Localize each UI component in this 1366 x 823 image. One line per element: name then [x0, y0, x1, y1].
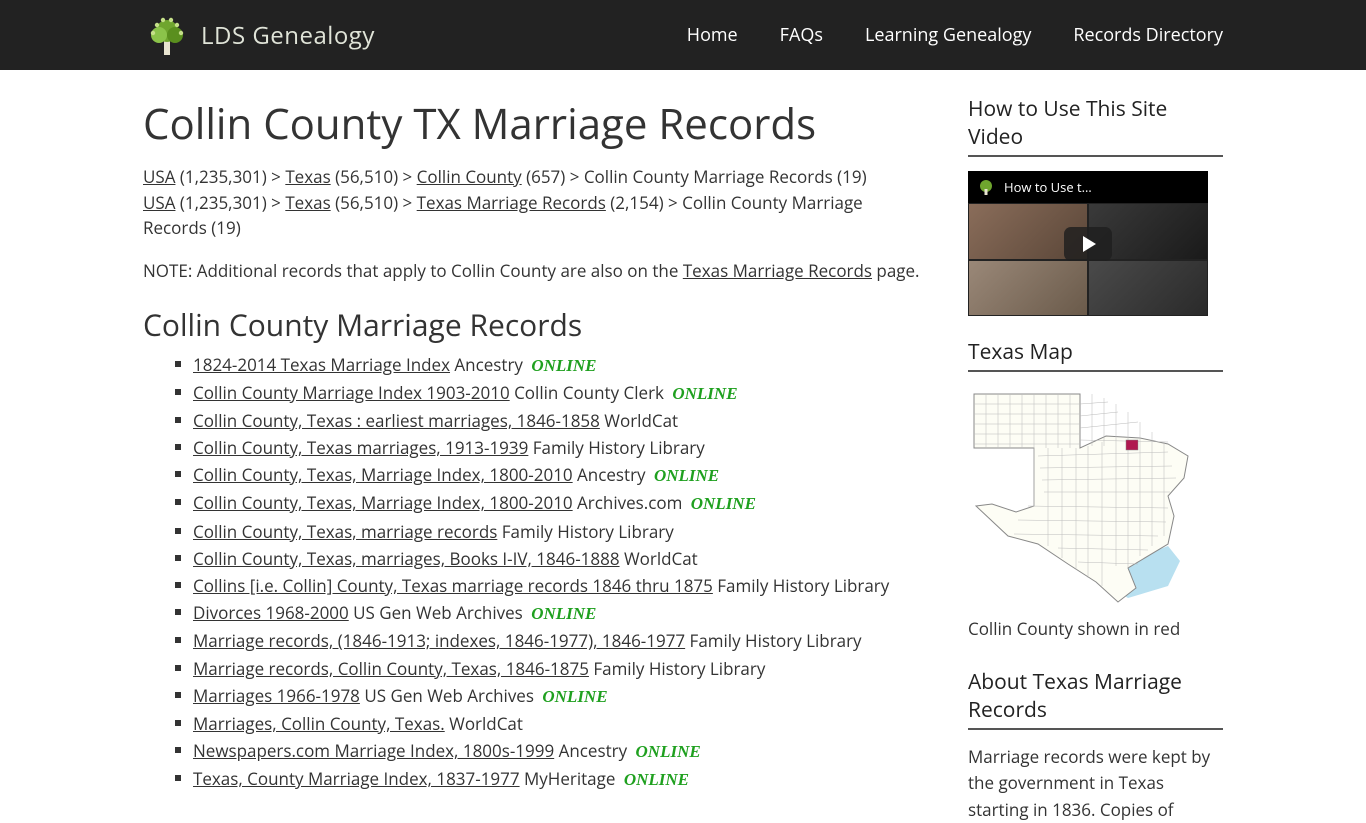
- online-badge: ONLINE: [654, 466, 719, 485]
- record-source: Family History Library: [713, 574, 889, 597]
- note: NOTE: Additional records that apply to C…: [143, 259, 928, 282]
- online-badge: ONLINE: [636, 742, 701, 761]
- section-heading: Collin County Marriage Records: [143, 304, 928, 345]
- video-title: How to Use t…: [1004, 178, 1092, 196]
- nav-records[interactable]: Records Directory: [1073, 23, 1223, 47]
- record-link[interactable]: Marriages 1966-1978: [193, 684, 360, 707]
- record-link[interactable]: Collin County, Texas, Marriage Index, 18…: [193, 463, 573, 486]
- main-nav: Home FAQs Learning Genealogy Records Dir…: [687, 23, 1223, 47]
- record-link[interactable]: Newspapers.com Marriage Index, 1800s-199…: [193, 739, 554, 762]
- record-source: Ancestry: [450, 353, 527, 376]
- record-source: Family History Library: [497, 520, 673, 543]
- play-icon[interactable]: [1064, 227, 1112, 261]
- crumb-texas[interactable]: Texas: [285, 165, 330, 188]
- list-item: 1824-2014 Texas Marriage Index Ancestry …: [175, 351, 928, 379]
- note-link[interactable]: Texas Marriage Records: [683, 259, 872, 282]
- list-item: Marriage records, (1846-1913; indexes, 1…: [175, 627, 928, 654]
- record-link[interactable]: Collins [i.e. Collin] County, Texas marr…: [193, 574, 713, 597]
- breadcrumb: USA (1,235,301) > Texas (56,510) > Colli…: [143, 164, 928, 241]
- list-item: Texas, County Marriage Index, 1837-1977 …: [175, 765, 928, 793]
- record-source: US Gen Web Archives: [360, 684, 538, 707]
- sidebar-video-heading: How to Use This Site Video: [968, 95, 1223, 157]
- list-item: Collin County, Texas, Marriage Index, 18…: [175, 489, 928, 517]
- record-source: MyHeritage: [520, 767, 620, 790]
- record-link[interactable]: Divorces 1968-2000: [193, 601, 349, 624]
- record-source: Family History Library: [589, 657, 765, 680]
- logo[interactable]: LDS Genealogy: [143, 13, 375, 57]
- record-link[interactable]: Marriage records, (1846-1913; indexes, 1…: [193, 629, 685, 652]
- nav-home[interactable]: Home: [687, 23, 738, 47]
- online-badge: ONLINE: [691, 494, 756, 513]
- list-item: Marriages 1966-1978 US Gen Web Archives …: [175, 682, 928, 710]
- list-item: Newspapers.com Marriage Index, 1800s-199…: [175, 737, 928, 765]
- top-bar: LDS Genealogy Home FAQs Learning Genealo…: [0, 0, 1366, 70]
- list-item: Collin County, Texas : earliest marriage…: [175, 407, 928, 434]
- list-item: Collin County, Texas marriages, 1913-193…: [175, 434, 928, 461]
- sidebar-about-heading: About Texas Marriage Records: [968, 668, 1223, 730]
- online-badge: ONLINE: [531, 604, 596, 623]
- record-link[interactable]: Collin County, Texas, marriage records: [193, 520, 497, 543]
- sidebar-map-heading: Texas Map: [968, 338, 1223, 372]
- record-link[interactable]: Texas, County Marriage Index, 1837-1977: [193, 767, 520, 790]
- list-item: Collin County, Texas, marriages, Books I…: [175, 545, 928, 572]
- crumb-county[interactable]: Collin County: [417, 165, 522, 188]
- crumb-texas-2[interactable]: Texas: [285, 191, 330, 214]
- sidebar: How to Use This Site Video How to Use t……: [968, 95, 1223, 823]
- online-badge: ONLINE: [624, 770, 689, 789]
- record-source: WorldCat: [445, 712, 523, 735]
- record-link[interactable]: 1824-2014 Texas Marriage Index: [193, 353, 450, 376]
- record-source: Archives.com: [573, 491, 687, 514]
- record-link[interactable]: Collin County, Texas, Marriage Index, 18…: [193, 491, 573, 514]
- crumb-texas-marriage[interactable]: Texas Marriage Records: [417, 191, 606, 214]
- nav-learning[interactable]: Learning Genealogy: [865, 23, 1031, 47]
- records-list: 1824-2014 Texas Marriage Index Ancestry …: [143, 351, 928, 794]
- record-source: WorldCat: [620, 547, 698, 570]
- list-item: Collin County Marriage Index 1903-2010 C…: [175, 379, 928, 407]
- nav-faqs[interactable]: FAQs: [780, 23, 823, 47]
- county-highlight: [1126, 440, 1138, 450]
- online-badge: ONLINE: [531, 356, 596, 375]
- record-link[interactable]: Collin County, Texas : earliest marriage…: [193, 409, 600, 432]
- record-source: Ancestry: [554, 739, 631, 762]
- record-link[interactable]: Marriage records, Collin County, Texas, …: [193, 657, 589, 680]
- list-item: Collin County, Texas, Marriage Index, 18…: [175, 461, 928, 489]
- list-item: Marriage records, Collin County, Texas, …: [175, 655, 928, 682]
- main-content: Collin County TX Marriage Records USA (1…: [143, 95, 928, 823]
- record-source: Family History Library: [528, 436, 704, 459]
- list-item: Marriages, Collin County, Texas. WorldCa…: [175, 710, 928, 737]
- crumb-usa[interactable]: USA: [143, 165, 175, 188]
- online-badge: ONLINE: [542, 687, 607, 706]
- tree-icon: [143, 13, 191, 57]
- tree-icon: [976, 177, 996, 197]
- record-link[interactable]: Collin County, Texas, marriages, Books I…: [193, 547, 620, 570]
- texas-map: [968, 386, 1196, 609]
- list-item: Collin County, Texas, marriage records F…: [175, 518, 928, 545]
- record-link[interactable]: Collin County Marriage Index 1903-2010: [193, 381, 510, 404]
- record-source: Ancestry: [573, 463, 650, 486]
- online-badge: ONLINE: [672, 384, 737, 403]
- list-item: Divorces 1968-2000 US Gen Web Archives O…: [175, 599, 928, 627]
- logo-text: LDS Genealogy: [201, 19, 375, 52]
- record-link[interactable]: Collin County, Texas marriages, 1913-193…: [193, 436, 528, 459]
- about-text: Marriage records were kept by the govern…: [968, 744, 1223, 823]
- record-source: WorldCat: [600, 409, 678, 432]
- record-link[interactable]: Marriages, Collin County, Texas.: [193, 712, 445, 735]
- crumb-usa-2[interactable]: USA: [143, 191, 175, 214]
- record-source: Collin County Clerk: [510, 381, 669, 404]
- page-title: Collin County TX Marriage Records: [143, 95, 928, 152]
- record-source: Family History Library: [685, 629, 861, 652]
- record-source: US Gen Web Archives: [349, 601, 527, 624]
- list-item: Collins [i.e. Collin] County, Texas marr…: [175, 572, 928, 599]
- video-embed[interactable]: How to Use t…: [968, 171, 1208, 316]
- map-caption: Collin County shown in red: [968, 617, 1223, 640]
